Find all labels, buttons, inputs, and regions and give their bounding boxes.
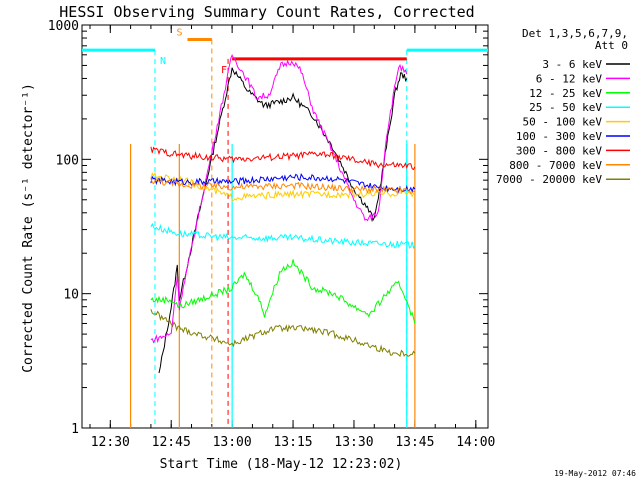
y-tick-label: 10 <box>63 288 79 303</box>
y-tick-label: 100 <box>56 153 79 168</box>
x-tick-label: 13:45 <box>395 435 434 450</box>
legend-label: 7000 - 20000 keV <box>496 173 602 186</box>
x-tick-label: 13:00 <box>213 435 252 450</box>
legend-header: Att 0 <box>595 39 628 52</box>
x-tick-label: 12:30 <box>91 435 130 450</box>
series-line <box>150 177 416 195</box>
legend-label: 50 - 100 keV <box>523 116 603 129</box>
legend-label: 3 - 6 keV <box>542 58 602 71</box>
chart-title: HESSI Observing Summary Count Rates, Cor… <box>59 3 474 21</box>
legend-header: Det 1,3,5,6,7,9, <box>522 27 628 40</box>
y-tick-label: 1 <box>71 422 79 437</box>
legend-label: 300 - 800 keV <box>516 144 602 157</box>
series-line <box>150 309 416 358</box>
series-line <box>150 222 416 250</box>
footer-timestamp: 19-May-2012 07:46 <box>554 469 636 478</box>
series-line <box>150 53 408 344</box>
y-tick-label: 1000 <box>48 19 79 34</box>
x-tick-label: 14:00 <box>456 435 495 450</box>
plot-area: 12:30 12:45 13:00 13:15 13:30 13:45 14:00 1 10 10… <box>48 19 496 450</box>
x-tick-label: 13:30 <box>334 435 373 450</box>
x-axis-title: Start Time (18-May-12 12:23:02) <box>160 457 403 472</box>
legend-label: 25 - 50 keV <box>529 101 602 114</box>
legend-label: 12 - 25 keV <box>529 87 602 100</box>
series-line <box>150 173 416 194</box>
x-tick-label: 12:45 <box>152 435 191 450</box>
x-tick-label: 13:15 <box>273 435 312 450</box>
legend-label: 6 - 12 keV <box>536 72 603 85</box>
flag-label: F <box>221 65 227 76</box>
legend-label: 100 - 300 keV <box>516 130 602 143</box>
y-axis-title: Corrected Count Rate (s⁻¹ detector⁻¹) <box>21 83 36 373</box>
flag-label: N <box>160 56 166 67</box>
series-line <box>150 146 416 171</box>
series-line <box>150 259 416 324</box>
plot-frame <box>81 24 489 429</box>
flag-label: S <box>176 27 182 38</box>
legend-label: 800 - 7000 keV <box>509 159 602 172</box>
